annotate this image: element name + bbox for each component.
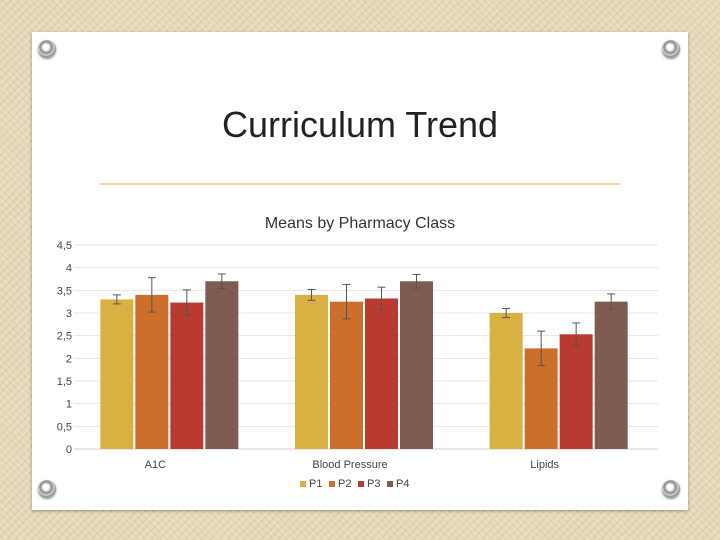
legend-swatch [387,481,393,487]
x-category-label: A1C [145,459,166,471]
title-underline [100,183,620,185]
error-bars [112,273,616,367]
bar [489,313,523,449]
legend-swatch [329,481,335,487]
bar [400,281,433,449]
bar [559,334,593,449]
bar [135,294,169,449]
y-tick-label: 4,5 [57,240,72,252]
legend-label: P2 [338,478,351,490]
legend-swatch [358,481,364,487]
y-tick-label: 0,5 [57,421,72,433]
y-tick-label: 2 [66,353,72,365]
bar [330,301,363,449]
y-tick-label: 0 [66,444,72,456]
pin-icon-top-left [38,40,56,58]
x-axis-category-labels: A1C Blood Pressure Lipids [145,459,560,471]
x-category-label: Blood Pressure [312,459,387,471]
legend-label: P3 [367,478,380,490]
bar [205,281,239,449]
bar [170,302,204,449]
legend-label: P4 [396,478,409,490]
pin-icon-bottom-right [662,480,680,498]
bars [100,281,628,449]
bar [594,301,628,449]
bar [295,294,328,449]
bar [365,298,398,449]
slide: Curriculum Trend Means by Pharmacy Class… [32,32,688,510]
x-category-label: Lipids [530,459,559,471]
chart-title: Means by Pharmacy Class [265,215,455,232]
y-tick-label: 2,5 [57,331,72,343]
legend-swatch [300,481,306,487]
legend-label: P1 [309,478,322,490]
y-tick-label: 4 [66,263,72,275]
y-tick-label: 3,5 [57,285,72,297]
slide-title: Curriculum Trend [221,104,499,145]
pin-icon-bottom-left [38,480,56,498]
bar-chart: Means by Pharmacy Class 0 0,5 1 1,5 2 2,5 3 3,5… [57,215,658,490]
y-axis-tick-labels: 0 0,5 1 1,5 2 2,5 3 3,5 4 4,5 [57,240,72,456]
pin-icon-top-right [662,40,680,58]
y-tick-label: 1,5 [57,376,72,388]
y-tick-label: 1 [66,399,72,411]
bar [100,299,134,449]
legend: P1 P2 P3 P4 [300,478,409,490]
y-tick-label: 3 [66,308,72,320]
